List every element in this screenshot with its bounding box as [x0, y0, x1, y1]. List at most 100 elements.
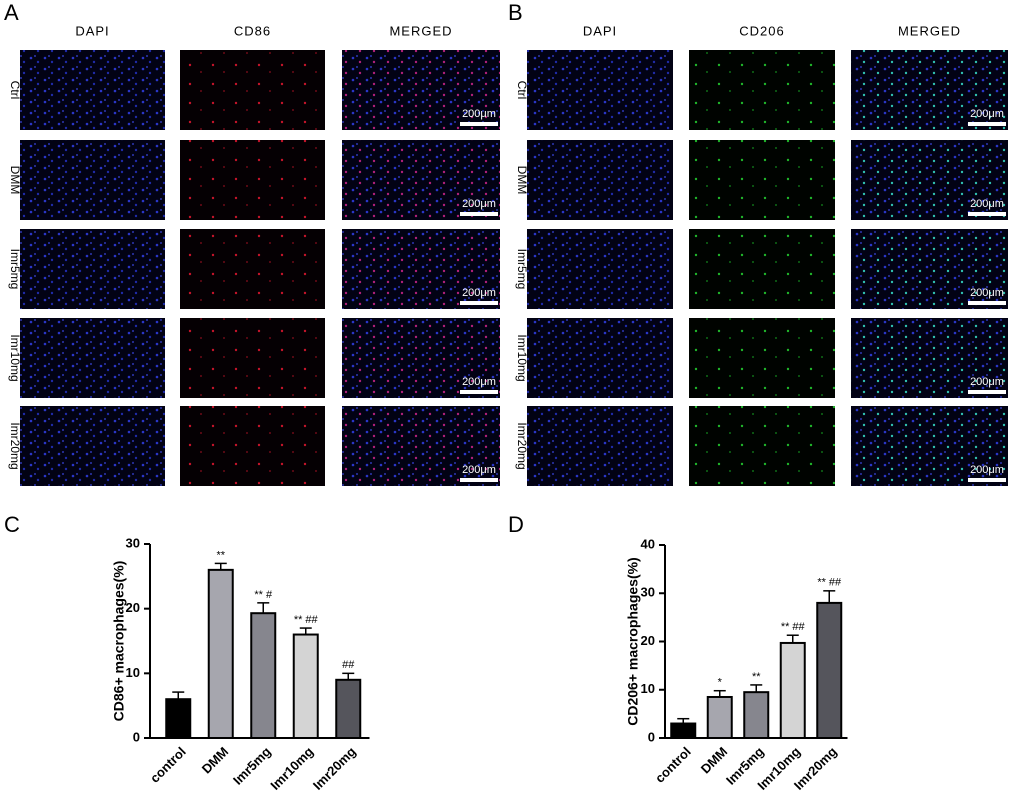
micrograph — [20, 406, 165, 486]
micrograph — [180, 318, 325, 398]
y-tick-label: 30 — [641, 585, 655, 600]
x-tick-label: Imr20mg — [310, 744, 359, 793]
micrograph — [851, 140, 1008, 220]
scale-bar-label: 200μm — [462, 464, 496, 476]
scale-bar-label: 200μm — [462, 287, 496, 299]
micrograph — [689, 229, 835, 309]
column-header: MERGED — [389, 23, 452, 38]
micrograph — [20, 140, 165, 220]
column-header: DAPI — [583, 23, 617, 38]
micrograph — [342, 318, 500, 398]
significance-label: ** # — [254, 589, 273, 601]
bar — [779, 641, 806, 740]
bar — [165, 698, 192, 740]
scale-bar — [460, 478, 498, 482]
scale-bar — [968, 390, 1006, 394]
scale-bar — [460, 390, 498, 394]
y-tick-label: 20 — [641, 633, 655, 648]
micrograph — [342, 50, 500, 130]
row-label: DMM — [515, 166, 529, 195]
scale-bar-label: 200μm — [970, 198, 1004, 210]
row-label: Ctrl — [515, 81, 529, 100]
row-label: Imr5mg — [515, 249, 529, 290]
micrograph — [527, 140, 673, 220]
scale-bar-label: 200μm — [970, 108, 1004, 120]
y-axis-label: CD86+ macrophages(%) — [111, 561, 127, 722]
scale-bar-label: 200μm — [970, 287, 1004, 299]
y-tick-label: 30 — [126, 535, 140, 550]
micrograph — [20, 229, 165, 309]
scale-bar-label: 200μm — [462, 376, 496, 388]
row-label: Imr5mg — [8, 249, 22, 290]
micrograph — [180, 140, 325, 220]
row-label: Imr10mg — [8, 334, 22, 381]
y-tick-label: 20 — [126, 600, 140, 615]
micrograph — [527, 50, 673, 130]
panel-letter: D — [508, 512, 524, 537]
x-tick-label: control — [147, 744, 189, 786]
bar — [670, 722, 697, 740]
scale-bar — [968, 122, 1006, 126]
micrograph — [180, 229, 325, 309]
significance-label: ** ## — [817, 577, 842, 589]
bar — [743, 691, 770, 739]
scale-bar — [460, 212, 498, 216]
significance-label: ** ## — [294, 614, 319, 626]
bar — [250, 612, 277, 740]
scale-bar — [968, 301, 1006, 305]
micrograph — [851, 229, 1008, 309]
micrograph — [851, 406, 1008, 486]
column-header: CD86 — [234, 23, 271, 38]
micrograph — [342, 406, 500, 486]
micrograph — [527, 318, 673, 398]
panel-letter: C — [4, 512, 20, 537]
panel-letter: A — [4, 0, 19, 25]
row-label: Imr10mg — [515, 334, 529, 381]
y-tick-label: 40 — [641, 536, 655, 551]
micrograph — [689, 140, 835, 220]
micrograph — [527, 406, 673, 486]
micrograph — [342, 140, 500, 220]
scale-bar — [460, 301, 498, 305]
y-tick-label: 0 — [648, 729, 655, 744]
bar — [816, 601, 843, 740]
micrograph — [20, 50, 165, 130]
y-axis-label: CD206+ macrophages(%) — [625, 557, 641, 725]
significance-label: * — [718, 677, 723, 689]
y-tick-label: 10 — [126, 665, 140, 680]
y-tick-label: 10 — [641, 681, 655, 696]
significance-label: ** — [752, 671, 761, 683]
x-tick-label: DMM — [698, 744, 731, 777]
scale-bar — [460, 122, 498, 126]
micrograph — [20, 318, 165, 398]
bar — [706, 695, 733, 739]
micrograph — [527, 229, 673, 309]
column-header: DAPI — [75, 23, 109, 38]
x-tick-label: DMM — [199, 744, 232, 777]
x-tick-label: Imr10mg — [267, 744, 316, 793]
y-tick-label: 0 — [133, 729, 140, 744]
bar — [207, 568, 234, 739]
micrograph — [689, 50, 835, 130]
row-label: Imr20mg — [515, 422, 529, 469]
micrograph — [180, 50, 325, 130]
scale-bar-label: 200μm — [462, 198, 496, 210]
column-header: CD206 — [739, 23, 784, 38]
scale-bar — [968, 212, 1006, 216]
micrograph — [689, 406, 835, 486]
row-label: Ctrl — [8, 81, 22, 100]
bar — [335, 678, 362, 739]
scale-bar — [968, 478, 1006, 482]
significance-label: ** ## — [781, 621, 806, 633]
bar — [292, 633, 319, 739]
micrograph — [851, 50, 1008, 130]
micrograph — [342, 229, 500, 309]
x-tick-label: control — [652, 744, 694, 786]
column-header: MERGED — [898, 23, 961, 38]
significance-label: ## — [342, 659, 355, 671]
row-label: Imr20mg — [8, 422, 22, 469]
panel-letter: B — [508, 0, 523, 25]
scale-bar-label: 200μm — [970, 376, 1004, 388]
scale-bar-label: 200μm — [462, 108, 496, 120]
